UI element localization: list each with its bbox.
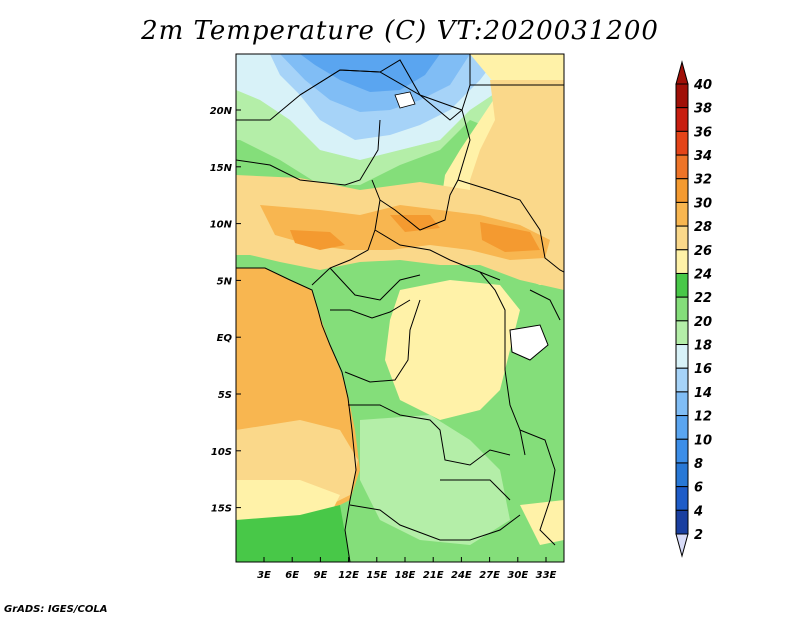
border-chad-east [379,109,471,231]
border-drc-east [479,271,526,456]
lat-tick-label: 5N [217,276,233,287]
coastline [236,267,357,562]
colorbar-box [675,509,689,535]
border-angola-south [349,504,521,541]
sahel-hottest-spots [290,215,540,252]
lat-tick-label: 15S [211,504,232,515]
border-car-north [374,229,501,281]
colorbar-label: 38 [694,102,712,117]
colorbar-box [675,272,689,298]
colorbar-label: 14 [694,386,712,401]
border-angola-drc [348,404,511,466]
border-chad-libya [299,54,471,121]
lon-tick-label: 30E [507,570,528,581]
lon-tick-label: 12E [338,570,359,581]
colorbar-label: 12 [694,410,712,425]
lon-tick-label: 9E [314,570,328,581]
colorbar-box [675,249,689,274]
border-malawi [519,429,556,546]
border-sudan-ethiopia [457,179,564,273]
border-gabon-congo [330,299,411,319]
colorbar-box [675,391,689,417]
colorbar-box [675,367,689,393]
colorbar-box [675,83,689,109]
colorbar-label: 22 [694,291,712,306]
lat-tick-label: 10S [211,447,232,458]
border-congo-drc [344,299,421,383]
atlantic-ocean-south [236,505,350,562]
colorbar-label: 32 [694,173,712,188]
colorbar-box [675,178,689,203]
colorbar-label: 24 [694,267,712,282]
lat-tick-label: 20N [210,106,233,117]
lon-tick-label: 6E [285,570,299,581]
colorbar-box [675,154,689,180]
colorbar-box [675,462,689,488]
lon-tick-label: 24E [451,570,472,581]
colorbar-label: 16 [694,362,712,377]
colorbar-label: 2 [694,528,703,543]
colorbar: 40 38 36 34 32 30 28 26 24 22 20 18 16 14 12 10 8 6 4 2 [675,60,712,558]
colorbar-box [675,107,689,132]
lon-tick-label: 15E [366,570,387,581]
lat-tick-label: EQ [217,333,233,344]
colorbar-box [675,130,689,156]
colorbar-label: 28 [694,220,712,235]
colorbar-label: 18 [694,339,712,354]
colorbar-box [675,296,689,322]
lat-tick-label: 15N [210,163,233,174]
colorbar-box [675,438,689,464]
lon-tick-label: 33E [536,570,557,581]
lon-tick-label: 3E [257,570,271,581]
colorbar-label: 10 [694,433,712,448]
colorbar-bottom-arrow [675,533,689,558]
lat-tick-label: 10N [210,220,233,231]
colorbar-label: 26 [694,244,712,259]
border-uganda-kenya [529,289,561,321]
tibesti-spot [394,91,416,109]
boundaries [236,54,564,562]
map-frame [235,53,565,563]
border-niger [236,119,381,186]
southern-land-light [360,415,510,545]
border-cameroon-south [329,267,421,301]
central-africa-warm [385,280,520,420]
colorbar-label: 30 [694,196,712,211]
colorbar-box [675,320,689,346]
colorbar-box [675,225,689,251]
colorbar-label: 34 [694,149,712,164]
lake-victoria [509,324,549,361]
lon-tick-label: 21E [423,570,444,581]
grads-credit: GrADS: IGES/COLA [4,604,108,615]
colorbar-label: 40 [693,78,712,93]
colorbar-box [675,486,689,511]
longitude-axis: 3E 6E 9E 12E 15E 18E 21E 24E 27E 30E 33E [257,557,557,581]
colorbar-box [675,415,689,440]
colorbar-label: 36 [694,125,712,140]
colorbar-label: 8 [694,457,703,472]
colorbar-box [675,344,689,369]
border-zambia [440,479,511,501]
colorbar-top-arrow [675,60,689,85]
latitude-axis: 20N 15N 10N 5N EQ 5S 10S 15S [210,106,241,515]
colorbar-label: 6 [694,481,703,496]
temperature-field [236,54,564,562]
lat-tick-label: 5S [218,390,232,401]
lon-tick-label: 27E [479,570,500,581]
colorbar-label: 4 [693,504,703,519]
colorbar-label: 20 [694,315,712,330]
chart-title: 2m Temperature (C) VT:2020031200 [141,16,659,46]
colorbar-box [675,201,689,227]
lon-tick-label: 18E [395,570,416,581]
cool-band-mid-blue [300,54,440,92]
